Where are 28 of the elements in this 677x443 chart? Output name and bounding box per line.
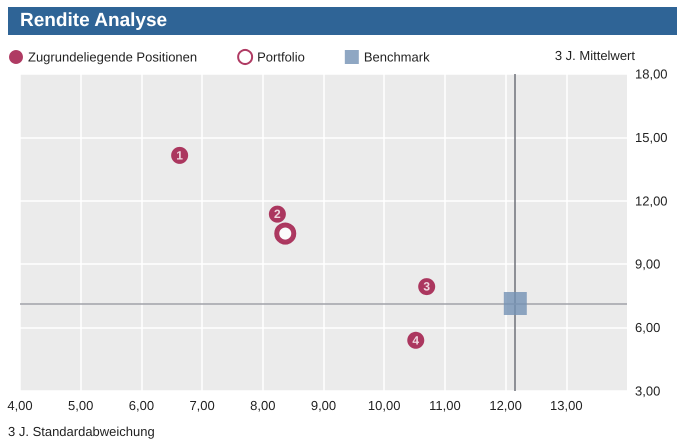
legend-label: Zugrundeliegende Positionen [28,50,198,64]
point [274,222,296,245]
point [504,292,527,316]
legend-label: Benchmark [364,50,430,64]
annotation: 1 [176,148,184,162]
x-tick-label: 5,00 [68,398,94,413]
y-tick-label: 6,00 [635,320,660,336]
x-tick-label: 7,00 [189,398,215,413]
chart-title: Rendite Analyse [8,7,677,35]
y-tick-label: 12,00 [635,193,668,208]
y-tick-label: 18,00 [635,66,668,82]
annotation: 3 [423,280,430,294]
y-tick-label: 9,00 [635,256,660,272]
legend-label: Portfolio [257,50,305,64]
x-axis-title: 3 J. Standardabweichung [8,424,155,439]
x-tick-label: 8,00 [250,398,276,413]
x-tick-label: 10,00 [368,398,400,413]
y-tick-label: 3,00 [635,384,660,398]
x-tick-label: 11,00 [429,398,461,413]
annotation: 2 [274,207,282,222]
x-tick-label: 12,00 [489,398,522,413]
x-tick-label: 9,00 [310,398,336,413]
annotation: 4 [412,333,420,348]
x-tick-label: 13,00 [550,398,583,413]
x-tick-label: 4,00 [7,398,33,413]
y-axis-title: 3 J. Mittelwert [554,48,636,63]
y-tick-label: 15,00 [635,130,668,145]
x-tick-label: 6,00 [128,398,154,413]
